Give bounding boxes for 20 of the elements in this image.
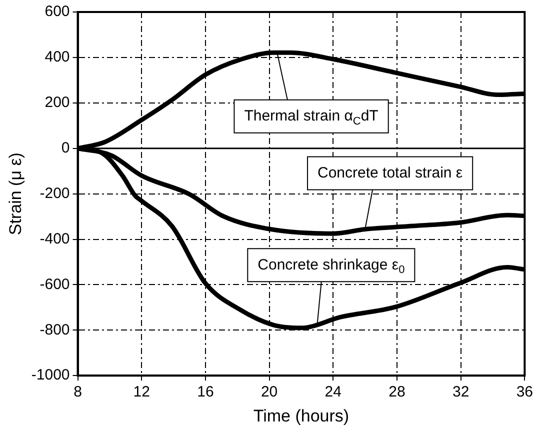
x-tick-label: 8 bbox=[74, 384, 82, 401]
x-tick-label: 16 bbox=[197, 384, 214, 401]
x-tick-label: 20 bbox=[260, 384, 278, 401]
y-tick-label: 600 bbox=[44, 3, 70, 20]
y-tick-label: -200 bbox=[40, 184, 70, 202]
y-tick-label: -600 bbox=[40, 276, 70, 293]
x-tick-label: 32 bbox=[452, 384, 470, 401]
y-tick-label: 0 bbox=[61, 139, 70, 156]
x-tick-label: 28 bbox=[388, 384, 406, 401]
y-axis-title: Strain (μ ε) bbox=[6, 152, 25, 236]
y-tick-label: -400 bbox=[40, 230, 70, 248]
x-axis-title: Time (hours) bbox=[253, 406, 350, 426]
y-tick-label: 200 bbox=[44, 94, 70, 112]
y-tick-label: -800 bbox=[40, 321, 70, 338]
y-tick-label: 400 bbox=[44, 48, 70, 66]
y-tick-label: -1000 bbox=[31, 366, 70, 384]
x-tick-label: 24 bbox=[324, 384, 342, 401]
x-tick-label: 36 bbox=[516, 384, 533, 401]
x-tick-label: 12 bbox=[133, 384, 150, 401]
annotation: Concrete total strain ε bbox=[318, 164, 463, 182]
